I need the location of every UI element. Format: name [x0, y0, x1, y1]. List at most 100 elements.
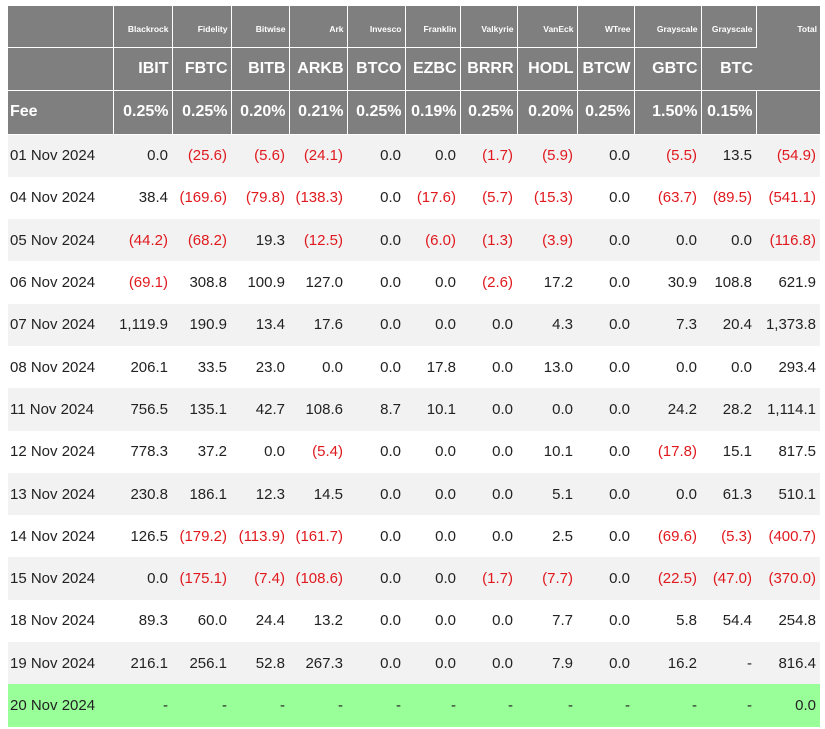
flow-cell: 230.8: [113, 472, 172, 516]
corner-cell: [8, 47, 114, 91]
flow-cell: 127.0: [289, 261, 347, 304]
flow-cell: 0.0: [460, 345, 517, 389]
flow-cell: 0.0: [405, 515, 460, 558]
flow-cell: 42.7: [231, 388, 289, 431]
flow-cell: 33.5: [172, 345, 231, 389]
flow-cell: 0.0: [701, 345, 756, 389]
flow-cell: 23.0: [231, 345, 289, 389]
flow-cell: 0.0: [460, 642, 517, 685]
ticker-row: IBIT FBTC BITB ARKB BTCO EZBC BRRR HODL BTCW GBTC…: [8, 47, 820, 91]
fee: 0.25%: [460, 90, 518, 135]
flow-cell: 10.1: [517, 430, 577, 473]
flow-cell: (44.2): [113, 219, 172, 262]
flow-cell: 0.0: [577, 557, 634, 600]
total-cell: 254.8: [756, 599, 820, 643]
flow-cell: (138.3): [289, 176, 347, 220]
date-cell: 13 Nov 2024: [8, 472, 113, 516]
flow-cell: 0.0: [577, 345, 634, 389]
fee: 0.20%: [517, 90, 578, 135]
flow-cell: (47.0): [701, 557, 756, 600]
issuer-name: WTree: [577, 6, 635, 48]
flow-cell: -: [113, 684, 172, 727]
flow-cell: 0.0: [405, 261, 460, 304]
data-row: 18 Nov 2024 89.3 60.0 24.4 13.2 0.0 0.0 0.0 7.7 0…: [8, 599, 820, 643]
flow-cell: 0.0: [577, 515, 634, 558]
flow-cell: 0.0: [113, 557, 172, 600]
flow-cell: 0.0: [347, 472, 405, 516]
flow-cell: 0.0: [460, 599, 517, 643]
issuer-name: Grayscale: [634, 6, 702, 48]
flow-cell: 17.2: [517, 261, 577, 304]
date-cell: 11 Nov 2024: [8, 388, 113, 431]
flow-cell: 186.1: [172, 472, 231, 516]
flow-cell: 17.6: [289, 303, 347, 346]
total-header: Total: [756, 6, 820, 91]
flow-cell: 108.8: [701, 261, 756, 304]
flow-cell: 135.1: [172, 388, 231, 431]
flow-cell: (108.6): [289, 557, 347, 600]
fee: 0.25%: [347, 90, 406, 135]
data-row: 14 Nov 2024 126.5 (179.2) (113.9) (161.7) 0.0…: [8, 515, 820, 558]
issuer-name: Fidelity: [172, 6, 232, 48]
fee: 0.25%: [113, 90, 173, 135]
ticker: BRRR: [460, 47, 518, 91]
ticker: BTCO: [347, 47, 406, 91]
data-row: 13 Nov 2024 230.8 186.1 12.3 14.5 0.0 0.0 0.0 5.…: [8, 472, 820, 516]
flow-cell: 308.8: [172, 261, 231, 304]
flow-cell: 0.0: [460, 472, 517, 516]
flow-cell: (69.1): [113, 261, 172, 304]
flow-cell: 89.3: [113, 599, 172, 643]
flow-cell: (25.6): [172, 134, 231, 177]
ticker: FBTC: [172, 47, 232, 91]
data-row: 20 Nov 2024- - - - - - - - - - -0.0: [8, 684, 820, 727]
flow-cell: 0.0: [405, 430, 460, 473]
flow-cell: 190.9: [172, 303, 231, 346]
data-row: 01 Nov 2024 0.0 (25.6) (5.6) (24.1) 0.0 0.0 (1.…: [8, 134, 820, 177]
table-body: 01 Nov 2024 0.0 (25.6) (5.6) (24.1) 0.0 0.0 (1.…: [8, 134, 820, 727]
flow-cell: 0.0: [577, 472, 634, 516]
flow-cell: 1,119.9: [113, 303, 172, 346]
flow-cell: (1.3): [460, 219, 517, 262]
flow-cell: (2.6): [460, 261, 517, 304]
flow-cell: -: [172, 684, 231, 727]
flow-cell: 0.0: [577, 430, 634, 473]
flow-cell: (7.7): [517, 557, 577, 600]
flow-cell: 60.0: [172, 599, 231, 643]
flow-cell: 24.4: [231, 599, 289, 643]
fee: 0.19%: [405, 90, 461, 135]
flow-cell: (69.6): [634, 515, 701, 558]
flow-cell: 0.0: [517, 388, 577, 431]
fee-total-blank: [756, 90, 820, 135]
flow-cell: (79.8): [231, 176, 289, 220]
flow-cell: 0.0: [577, 642, 634, 685]
flow-cell: -: [577, 684, 634, 727]
flow-cell: 38.4: [113, 176, 172, 220]
flow-cell: 2.5: [517, 515, 577, 558]
flow-cell: (5.6): [231, 134, 289, 177]
fee-row: Fee 0.25% 0.25% 0.20% 0.21% 0.25% 0.19% 0.25% 0.…: [8, 90, 820, 135]
total-cell: 1,373.8: [756, 303, 820, 346]
flow-cell: 4.3: [517, 303, 577, 346]
flow-cell: 0.0: [634, 472, 701, 516]
flow-cell: -: [405, 684, 460, 727]
fee: 0.25%: [172, 90, 232, 135]
flow-cell: (161.7): [289, 515, 347, 558]
flow-cell: 7.9: [517, 642, 577, 685]
flow-cell: 12.3: [231, 472, 289, 516]
flow-cell: (22.5): [634, 557, 701, 600]
flow-cell: (15.3): [517, 176, 577, 220]
flow-cell: 30.9: [634, 261, 701, 304]
flow-cell: 61.3: [701, 472, 756, 516]
ticker: IBIT: [113, 47, 173, 91]
total-cell: 293.4: [756, 345, 820, 389]
flow-cell: 206.1: [113, 345, 172, 389]
date-cell: 15 Nov 2024: [8, 557, 113, 600]
date-cell: 18 Nov 2024: [8, 599, 113, 643]
flow-cell: 13.0: [517, 345, 577, 389]
flow-cell: 52.8: [231, 642, 289, 685]
flow-cell: (17.6): [405, 176, 460, 220]
flow-cell: 13.5: [701, 134, 756, 177]
issuer-name: Ark: [289, 6, 348, 48]
corner-cell: [8, 6, 114, 48]
